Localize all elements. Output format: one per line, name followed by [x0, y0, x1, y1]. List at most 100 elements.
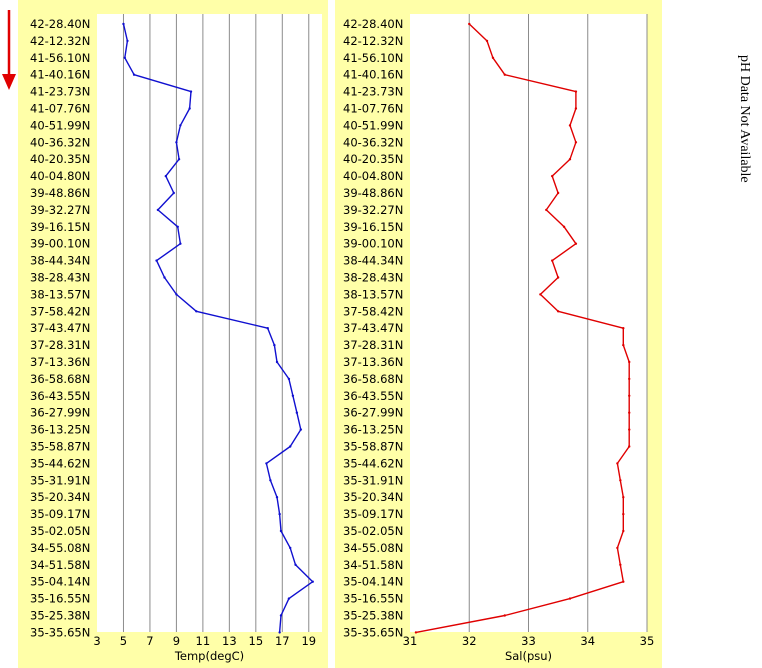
data-point	[622, 512, 625, 516]
latitude-tick-label: 42-28.40N	[30, 17, 90, 31]
latitude-tick-label: 34-51.58N	[30, 558, 90, 572]
data-point	[265, 462, 268, 465]
sal-latitude-labels: 42-28.40N 42-12.32N 41-56.10N 41-40.16N 41-2…	[343, 17, 403, 639]
data-point	[291, 394, 295, 397]
latitude-tick-label: 36-27.99N	[30, 406, 90, 420]
sal-x-ticks: 31 32 33 34 35	[403, 634, 655, 648]
x-tick-label: 3	[93, 634, 100, 648]
latitude-tick-label: 42-12.32N	[343, 34, 403, 48]
x-tick-label: 35	[640, 634, 655, 648]
data-point	[568, 597, 572, 600]
data-point	[279, 529, 283, 533]
data-point	[622, 529, 625, 533]
latitude-tick-label: 40-36.32N	[343, 135, 403, 149]
data-point	[179, 124, 182, 127]
latitude-tick-label: 41-07.76N	[343, 102, 403, 116]
temp-x-ticks: 3 5 7 9 11 13 15 17 19	[93, 634, 316, 648]
data-point	[295, 411, 299, 414]
latitude-tick-label: 36-58.68N	[30, 372, 90, 386]
latitude-tick-label: 34-51.58N	[343, 558, 403, 572]
latitude-tick-label: 35-02.05N	[343, 524, 403, 538]
data-point	[177, 158, 181, 161]
data-point	[266, 327, 269, 330]
temp-plot-area	[97, 14, 322, 632]
latitude-tick-label: 34-55.08N	[30, 541, 90, 555]
latitude-tick-label: 38-13.57N	[30, 287, 90, 301]
data-point	[275, 496, 279, 499]
latitude-tick-label: 40-51.99N	[30, 118, 90, 132]
temp-latitude-labels: 42-28.40N 42-12.32N 41-56.10N 41-40.16N 41-2…	[30, 17, 90, 639]
x-tick-label: 5	[120, 634, 127, 648]
latitude-tick-label: 35-31.91N	[343, 473, 403, 487]
latitude-tick-label: 40-04.80N	[343, 169, 403, 183]
data-point	[574, 90, 578, 93]
latitude-tick-label: 40-20.35N	[30, 152, 90, 166]
data-point	[164, 174, 168, 178]
x-tick-label: 9	[173, 634, 180, 648]
data-point	[551, 174, 554, 178]
data-point	[414, 631, 418, 634]
latitude-tick-label: 36-58.68N	[343, 372, 403, 386]
latitude-tick-label: 35-04.14N	[30, 575, 90, 589]
data-point	[172, 191, 175, 195]
x-tick-label: 34	[580, 634, 595, 648]
data-point	[179, 242, 182, 245]
latitude-tick-label: 41-40.16N	[343, 68, 403, 82]
data-point	[278, 631, 281, 634]
data-point	[189, 90, 193, 93]
data-point	[628, 428, 631, 431]
data-point	[503, 73, 506, 76]
temp-data-points	[122, 22, 314, 634]
latitude-tick-label: 35-35.65N	[30, 625, 90, 639]
data-point	[275, 360, 279, 364]
latitude-tick-label: 41-07.76N	[30, 102, 90, 116]
x-tick-label: 11	[196, 634, 211, 648]
data-point	[628, 377, 631, 381]
data-point	[628, 360, 631, 364]
data-point	[278, 512, 281, 516]
data-point	[619, 479, 622, 482]
sal-gridlines	[468, 14, 648, 632]
data-point	[311, 580, 314, 583]
latitude-tick-label: 37-58.42N	[30, 304, 90, 318]
data-point	[568, 158, 572, 161]
data-point	[622, 343, 625, 347]
latitude-tick-label: 41-56.10N	[343, 51, 403, 65]
latitude-tick-label: 39-32.27N	[343, 203, 403, 217]
latitude-tick-label: 37-28.31N	[343, 338, 403, 352]
data-point	[123, 56, 126, 59]
temp-gridlines	[122, 14, 310, 632]
latitude-tick-label: 37-28.31N	[30, 338, 90, 352]
x-tick-label: 31	[403, 634, 418, 648]
data-point	[562, 225, 566, 228]
latitude-tick-label: 39-48.86N	[343, 186, 403, 200]
latitude-tick-label: 38-44.34N	[30, 254, 90, 268]
latitude-tick-label: 39-00.10N	[30, 237, 90, 251]
data-point	[287, 597, 291, 600]
latitude-tick-label: 39-16.15N	[343, 220, 403, 234]
latitude-tick-label: 36-43.55N	[30, 389, 90, 403]
latitude-tick-label: 37-13.36N	[30, 355, 90, 369]
latitude-tick-label: 37-58.42N	[343, 304, 403, 318]
data-point	[628, 411, 631, 414]
data-point	[156, 208, 160, 212]
latitude-tick-label: 40-20.35N	[343, 152, 403, 166]
data-point	[188, 107, 191, 110]
latitude-tick-label: 41-40.16N	[30, 68, 90, 82]
data-point	[485, 39, 489, 43]
latitude-tick-label: 40-04.80N	[30, 169, 90, 183]
latitude-tick-label: 35-58.87N	[343, 440, 403, 454]
latitude-tick-label: 37-43.47N	[30, 321, 90, 335]
latitude-tick-label: 35-31.91N	[30, 473, 90, 487]
data-point	[616, 546, 619, 550]
data-point	[491, 56, 495, 59]
latitude-tick-label: 34-55.08N	[343, 541, 403, 555]
latitude-tick-label: 39-00.10N	[343, 237, 403, 251]
sal-data-points	[414, 22, 631, 634]
latitude-tick-label: 41-56.10N	[30, 51, 90, 65]
data-point	[574, 141, 578, 144]
sal-x-axis-label: Sal(psu)	[505, 649, 552, 663]
data-point	[163, 276, 166, 279]
data-point	[556, 276, 560, 279]
